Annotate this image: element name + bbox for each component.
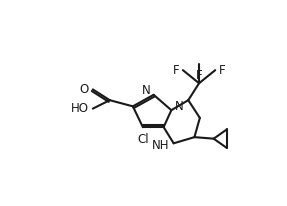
Text: HO: HO bbox=[71, 102, 89, 115]
Text: F: F bbox=[219, 64, 226, 77]
Text: N: N bbox=[174, 100, 183, 113]
Text: NH: NH bbox=[152, 139, 170, 152]
Text: Cl: Cl bbox=[137, 133, 149, 146]
Text: F: F bbox=[172, 64, 179, 77]
Text: N: N bbox=[142, 84, 151, 97]
Text: F: F bbox=[196, 69, 202, 82]
Text: O: O bbox=[80, 83, 89, 96]
